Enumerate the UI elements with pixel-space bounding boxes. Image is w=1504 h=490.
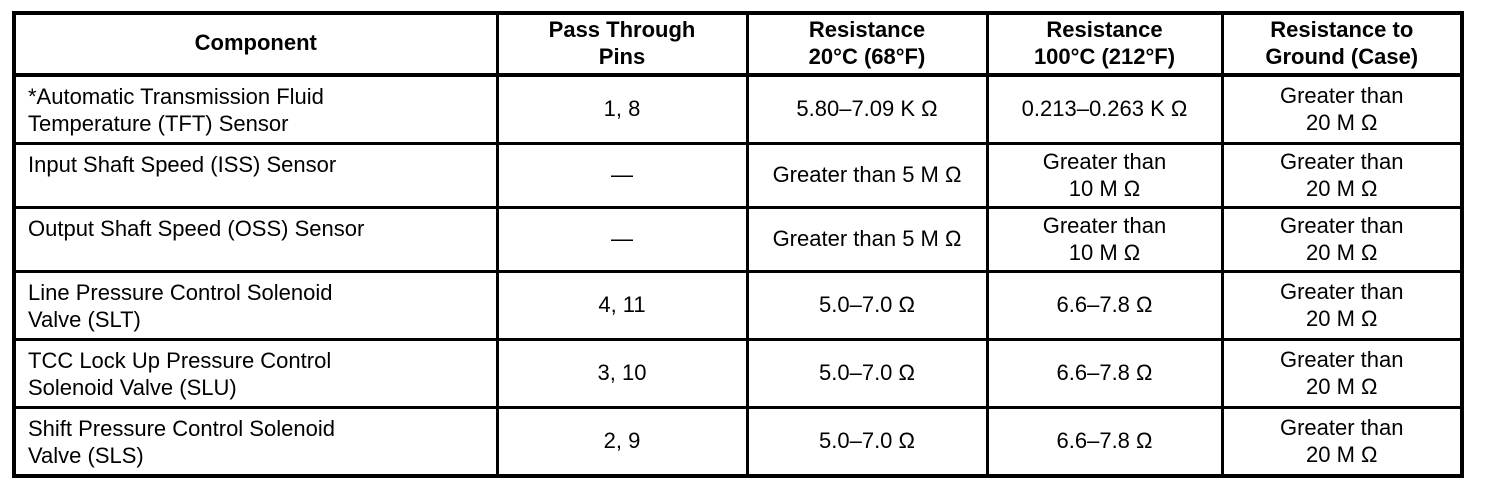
cell-component: TCC Lock Up Pressure Control Solenoid Va…	[12, 337, 499, 409]
table-row-tft-sensor: *Automatic Transmission Fluid Temperatur…	[12, 73, 1464, 145]
cell-pass-through-pins: 2, 9	[495, 405, 749, 478]
table-row-slu-valve: TCC Lock Up Pressure Control Solenoid Va…	[12, 337, 1464, 409]
cell-resistance-100c: Greater than 10 M Ω	[985, 205, 1224, 273]
cell-pass-through-pins: 1, 8	[495, 73, 749, 145]
cell-pass-through-pins: —	[495, 141, 749, 209]
cell-resistance-to-ground: Greater than 20 M Ω	[1220, 73, 1464, 145]
header-resistance-to-ground: Resistance to Ground (Case)	[1220, 11, 1464, 77]
header-component: Component	[12, 11, 499, 77]
cell-resistance-100c: Greater than 10 M Ω	[985, 141, 1224, 209]
cell-component: Output Shaft Speed (OSS) Sensor	[12, 205, 499, 273]
cell-resistance-100c: 6.6–7.8 Ω	[985, 337, 1224, 409]
cell-resistance-to-ground: Greater than 20 M Ω	[1220, 337, 1464, 409]
cell-resistance-to-ground: Greater than 20 M Ω	[1220, 405, 1464, 478]
cell-resistance-to-ground: Greater than 20 M Ω	[1220, 141, 1464, 209]
table-header-row: Component Pass Through Pins Resistance 2…	[12, 11, 1464, 77]
header-resistance-20c: Resistance 20°C (68°F)	[745, 11, 989, 77]
cell-resistance-100c: 6.6–7.8 Ω	[985, 405, 1224, 478]
cell-component: Shift Pressure Control Solenoid Valve (S…	[12, 405, 499, 478]
cell-pass-through-pins: 4, 11	[495, 269, 749, 341]
table-row-iss-sensor: Input Shaft Speed (ISS) Sensor — Greater…	[12, 141, 1464, 209]
table-row-sls-valve: Shift Pressure Control Solenoid Valve (S…	[12, 405, 1464, 478]
header-pass-through-pins: Pass Through Pins	[495, 11, 749, 77]
cell-pass-through-pins: 3, 10	[495, 337, 749, 409]
cell-resistance-20c: Greater than 5 M Ω	[745, 205, 989, 273]
cell-resistance-100c: 0.213–0.263 K Ω	[985, 73, 1224, 145]
cell-pass-through-pins: —	[495, 205, 749, 273]
cell-resistance-to-ground: Greater than 20 M Ω	[1220, 205, 1464, 273]
cell-resistance-20c: 5.0–7.0 Ω	[745, 337, 989, 409]
table-row-oss-sensor: Output Shaft Speed (OSS) Sensor — Greate…	[12, 205, 1464, 273]
cell-resistance-20c: 5.0–7.0 Ω	[745, 269, 989, 341]
table-row-slt-valve: Line Pressure Control Solenoid Valve (SL…	[12, 269, 1464, 341]
cell-resistance-to-ground: Greater than 20 M Ω	[1220, 269, 1464, 341]
resistance-spec-table: Component Pass Through Pins Resistance 2…	[12, 11, 1464, 478]
cell-component: *Automatic Transmission Fluid Temperatur…	[12, 73, 499, 145]
header-resistance-100c: Resistance 100°C (212°F)	[985, 11, 1224, 77]
cell-resistance-20c: 5.80–7.09 K Ω	[745, 73, 989, 145]
cell-resistance-100c: 6.6–7.8 Ω	[985, 269, 1224, 341]
cell-component: Input Shaft Speed (ISS) Sensor	[12, 141, 499, 209]
cell-component: Line Pressure Control Solenoid Valve (SL…	[12, 269, 499, 341]
cell-resistance-20c: Greater than 5 M Ω	[745, 141, 989, 209]
cell-resistance-20c: 5.0–7.0 Ω	[745, 405, 989, 478]
